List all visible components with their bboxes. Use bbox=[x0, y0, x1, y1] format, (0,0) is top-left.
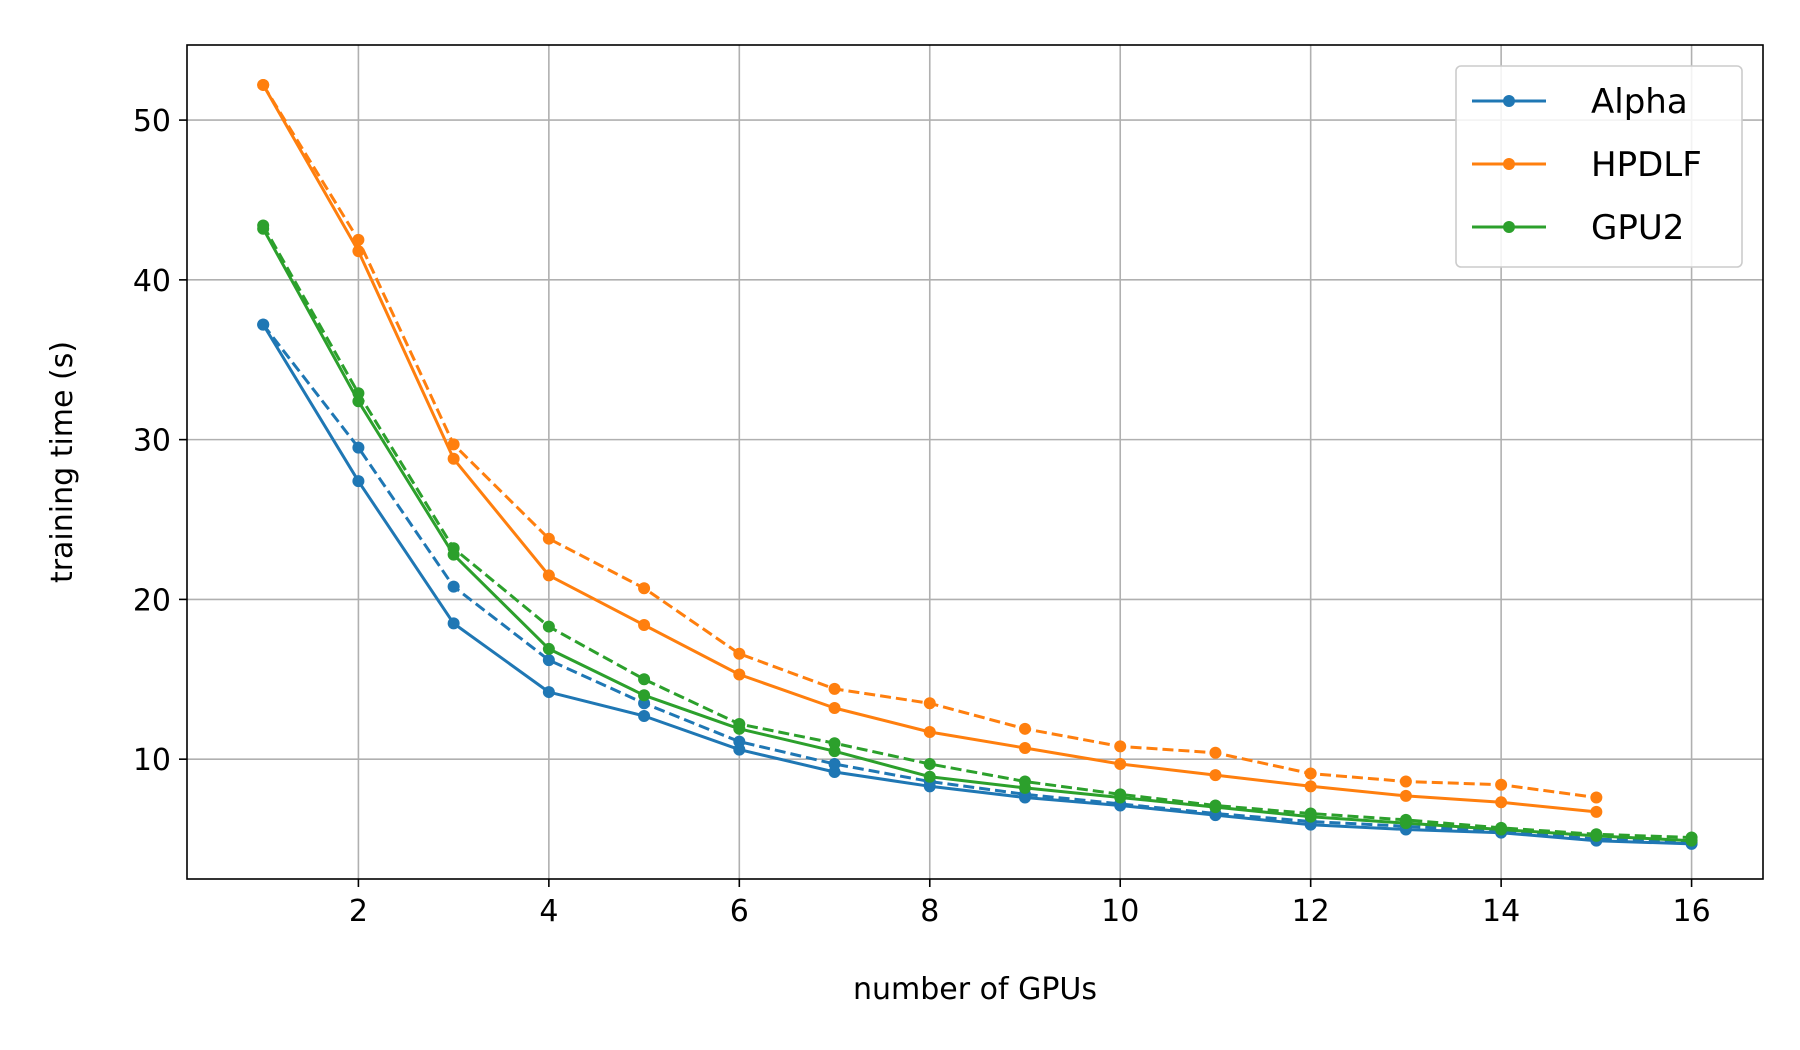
data-point bbox=[638, 582, 651, 595]
y-tick-label: 20 bbox=[133, 583, 171, 618]
legend-marker bbox=[1503, 221, 1515, 233]
data-point bbox=[1304, 767, 1317, 780]
data-point bbox=[1495, 778, 1508, 791]
data-point bbox=[1209, 799, 1222, 812]
data-point bbox=[352, 387, 365, 400]
data-point bbox=[447, 617, 460, 630]
data-point bbox=[1114, 788, 1127, 801]
y-tick-label: 50 bbox=[133, 104, 171, 139]
data-point bbox=[1399, 789, 1412, 802]
legend-box bbox=[1455, 65, 1743, 268]
data-point bbox=[1209, 769, 1222, 782]
data-point bbox=[733, 718, 746, 731]
x-tick-label: 2 bbox=[349, 894, 368, 929]
x-axis: 2 4 6 8 10 12 14 16 bbox=[349, 879, 1711, 929]
series-line bbox=[262, 323, 1692, 844]
data-point bbox=[638, 689, 651, 702]
data-point bbox=[257, 318, 270, 331]
data-point bbox=[1590, 805, 1603, 818]
data-point bbox=[352, 475, 365, 488]
data-point bbox=[923, 726, 936, 739]
legend-label: GPU2 bbox=[1591, 208, 1684, 248]
data-point bbox=[257, 78, 270, 91]
data-point bbox=[352, 233, 365, 246]
data-point bbox=[1304, 780, 1317, 793]
data-point bbox=[1399, 775, 1412, 788]
data-point bbox=[1114, 757, 1127, 770]
series-3-dashed bbox=[257, 78, 1603, 804]
data-point bbox=[542, 532, 555, 545]
data-point bbox=[733, 647, 746, 660]
x-axis-label: number of GPUs bbox=[853, 972, 1097, 1007]
data-point bbox=[542, 686, 555, 699]
data-point bbox=[638, 673, 651, 686]
x-tick-label: 8 bbox=[920, 894, 939, 929]
data-point bbox=[638, 618, 651, 631]
y-axis-label: training time (s) bbox=[45, 341, 80, 583]
data-point bbox=[828, 737, 841, 750]
data-point bbox=[733, 735, 746, 748]
data-point bbox=[828, 757, 841, 770]
data-point bbox=[923, 757, 936, 770]
data-point bbox=[923, 770, 936, 783]
data-point bbox=[1590, 828, 1603, 841]
data-point bbox=[257, 219, 270, 232]
data-point bbox=[542, 642, 555, 655]
x-tick-label: 12 bbox=[1292, 894, 1330, 929]
data-point bbox=[1018, 775, 1031, 788]
data-point bbox=[828, 682, 841, 695]
x-tick-label: 10 bbox=[1101, 894, 1139, 929]
data-point bbox=[447, 542, 460, 555]
data-point bbox=[1018, 722, 1031, 735]
series-line bbox=[261, 227, 1692, 843]
data-point bbox=[923, 697, 936, 710]
plot-frame bbox=[186, 44, 1764, 880]
legend-label: Alpha bbox=[1591, 82, 1688, 122]
y-tick-label: 40 bbox=[133, 264, 171, 299]
data-point bbox=[447, 438, 460, 451]
series-5-dashed bbox=[257, 219, 1698, 844]
data-point bbox=[1114, 740, 1127, 753]
data-point bbox=[542, 569, 555, 582]
data-point bbox=[542, 620, 555, 633]
data-point bbox=[447, 580, 460, 593]
data-point bbox=[1495, 821, 1508, 834]
y-tick-label: 10 bbox=[133, 743, 171, 778]
data-point bbox=[1495, 796, 1508, 809]
legend-marker bbox=[1503, 158, 1515, 170]
data-point bbox=[542, 654, 555, 667]
series-line bbox=[261, 224, 1692, 839]
data-point bbox=[1590, 791, 1603, 804]
x-tick-label: 4 bbox=[539, 894, 558, 929]
data-point bbox=[1685, 831, 1698, 844]
data-point bbox=[1304, 807, 1317, 820]
data-point bbox=[1018, 741, 1031, 754]
data-point bbox=[352, 245, 365, 258]
data-point bbox=[447, 452, 460, 465]
data-point bbox=[1399, 813, 1412, 826]
series-line bbox=[261, 323, 1692, 846]
data-point bbox=[352, 441, 365, 454]
legend-label: HPDLF bbox=[1591, 145, 1702, 185]
data-point bbox=[1209, 746, 1222, 759]
series-layer bbox=[257, 78, 1698, 850]
x-tick-label: 6 bbox=[730, 894, 749, 929]
data-point bbox=[638, 710, 651, 723]
y-tick-label: 30 bbox=[133, 424, 171, 459]
series-2-hpdlf bbox=[257, 78, 1603, 818]
x-tick-label: 14 bbox=[1482, 894, 1520, 929]
x-tick-label: 16 bbox=[1672, 894, 1710, 929]
data-point bbox=[733, 668, 746, 681]
y-axis: 10 20 30 40 50 bbox=[133, 104, 187, 778]
legend-marker bbox=[1503, 95, 1515, 107]
data-point bbox=[828, 702, 841, 715]
legend: Alpha HPDLF GPU2 bbox=[1455, 65, 1743, 268]
